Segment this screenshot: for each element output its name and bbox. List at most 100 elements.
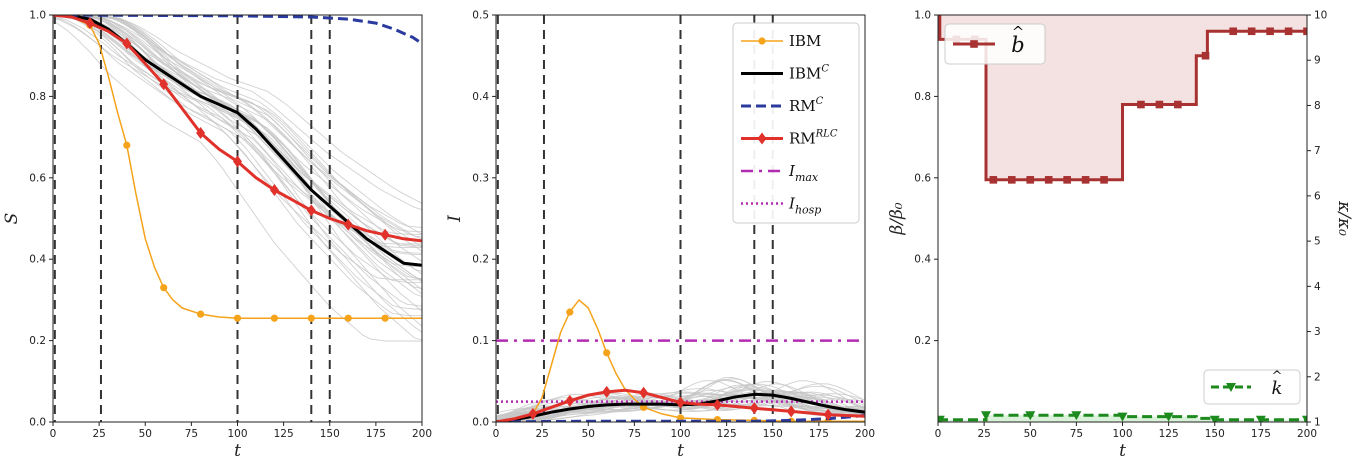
- series-marker-rmrlc: [823, 408, 833, 421]
- ensemble-trajectory: [53, 15, 422, 280]
- legend-accent-bhat: ^: [1012, 23, 1025, 41]
- legend-label-sub: max: [795, 171, 819, 184]
- series-marker-rmrlc: [85, 17, 95, 30]
- series-marker-ibm: [344, 314, 352, 322]
- x-tick-label: 200: [412, 428, 432, 440]
- x-tick-label: 75: [1070, 428, 1083, 440]
- x-tick-label: 150: [1205, 428, 1225, 440]
- x-tick-label: 150: [320, 428, 340, 440]
- legend-label-ibm: IBM: [789, 32, 821, 50]
- y-tick-label-right: 10: [1314, 10, 1327, 22]
- x-tick-label: 25: [977, 428, 990, 440]
- x-tick-label: 175: [366, 428, 386, 440]
- series-marker-ibm: [160, 284, 168, 292]
- legend-label-sup: C: [821, 64, 829, 75]
- series-marker-rmrlc: [565, 394, 575, 407]
- x-tick-label: 75: [628, 428, 641, 440]
- legend-top-left: b^: [944, 23, 1046, 65]
- y-tick-label: 0.3: [472, 172, 489, 184]
- series-marker-khat: [1071, 411, 1082, 421]
- y-tick-label-right: 9: [1314, 55, 1321, 67]
- y-tick-label: 0.5: [472, 10, 489, 22]
- series-marker-ibm: [270, 314, 278, 322]
- y-tick-label-left: 0.6: [914, 172, 931, 184]
- y-tick-label: 1.0: [29, 10, 46, 22]
- series-marker-rmrlc: [343, 218, 353, 231]
- y-tick-label-right: 4: [1314, 281, 1321, 293]
- series-marker-bhat: [1284, 27, 1293, 36]
- legend-accent-khat: ^: [1272, 369, 1283, 384]
- y-tick-label-right: 1: [1314, 417, 1321, 429]
- series-marker-bhat: [1063, 176, 1071, 184]
- legend-label-imax: Imax: [788, 162, 819, 184]
- series-marker-bhat: [1044, 176, 1053, 184]
- series-line-bhat: [938, 15, 1307, 182]
- series-marker-bhat: [1229, 27, 1237, 36]
- chart-panel-3: 0 25 50 75 100 125 150 175 200t0.20.40.60.81.012…: [887, 10, 1354, 460]
- legend-label-rmc: RMC: [789, 96, 824, 115]
- series-marker-bhat: [1247, 27, 1256, 36]
- y-tick-label: 0.2: [29, 335, 46, 347]
- axes-frame: [937, 14, 1308, 423]
- y-tick-label: 0.2: [472, 254, 489, 266]
- legend-label-main: RM: [789, 130, 816, 148]
- x-axis-label: t: [677, 441, 684, 460]
- series-marker-rmrlc: [676, 396, 685, 409]
- y-tick-label-left: 1.0: [914, 10, 931, 22]
- series-marker-bhat: [1303, 27, 1307, 36]
- legend-label-sup: RLC: [815, 129, 838, 140]
- y-axis-label-right: κ/κ₀: [1334, 200, 1354, 236]
- x-tick-label: 175: [809, 428, 829, 440]
- ensemble-trajectory: [53, 17, 422, 281]
- x-tick-label: 0: [493, 428, 500, 440]
- x-tick-label: 0: [50, 428, 57, 440]
- y-axis-label: S: [2, 213, 22, 225]
- legend-label-main: IBM: [789, 32, 821, 50]
- series-marker-rmrlc: [196, 127, 206, 140]
- series-marker-ibm: [381, 314, 389, 322]
- y-tick-label-right: 6: [1314, 190, 1321, 202]
- series-marker-bhat: [1100, 176, 1108, 184]
- ensemble-trajectory: [53, 15, 422, 262]
- legend-marker-khat: [1226, 383, 1236, 392]
- ensemble-trajectory: [53, 15, 422, 211]
- x-tick-label: 50: [139, 428, 152, 440]
- series-marker-ibm: [197, 310, 205, 318]
- legend-label-rmrlc: RMRLC: [789, 129, 838, 148]
- legend-label-ihosp: Ihosp: [788, 195, 821, 217]
- legend-label-sub: hosp: [795, 204, 821, 217]
- series-marker-rmrlc: [306, 204, 316, 217]
- y-axis-label: I: [445, 215, 465, 223]
- series-marker-khat: [1163, 412, 1174, 422]
- legend-marker-rmrlc: [757, 132, 767, 145]
- x-axis-label: t: [1119, 441, 1126, 460]
- y-tick-label: 0.1: [472, 335, 489, 347]
- series-marker-bhat: [1026, 176, 1035, 184]
- legend-marker-bhat: [970, 40, 978, 48]
- y-tick-label: 0.6: [29, 172, 46, 184]
- x-tick-label: 50: [582, 428, 595, 440]
- series-marker-khat: [1209, 415, 1220, 422]
- chart-panel-1: 0 25 50 75 100 125 150 175 200 t 0.0 0.2 0.4 0.6 0.8 1.…: [2, 10, 432, 460]
- y-tick-label-right: 7: [1314, 145, 1321, 157]
- x-tick-label: 50: [1024, 428, 1037, 440]
- series-marker-rmrlc: [639, 386, 649, 399]
- plot-area: [938, 15, 1307, 422]
- series-marker-ibm: [603, 349, 611, 357]
- axes-frame: [495, 14, 866, 423]
- plot-area: [53, 15, 422, 422]
- series-marker-khat: [1302, 415, 1307, 422]
- legend-label-ibmc: IBMC: [789, 64, 829, 83]
- series-marker-rmrlc: [159, 78, 169, 91]
- legend-label-main: RM: [789, 97, 816, 115]
- series-marker-bhat: [989, 176, 998, 184]
- y-tick-label-left: 0.8: [914, 91, 931, 103]
- x-axis-label: t: [234, 441, 241, 460]
- y-tick-label: 0.4: [29, 254, 46, 266]
- x-tick-label: 125: [1159, 428, 1179, 440]
- x-tick-label: 75: [185, 428, 198, 440]
- series-marker-rmrlc: [122, 37, 132, 50]
- ensemble-trajectory: [53, 15, 422, 333]
- axes-frame: [52, 14, 423, 423]
- y-tick-label: 0.4: [472, 91, 489, 103]
